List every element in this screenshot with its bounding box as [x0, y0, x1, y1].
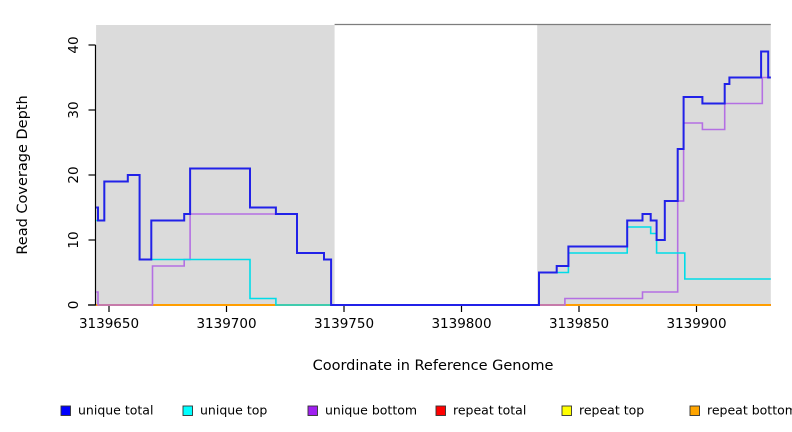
- legend-label-repeat-bottom: repeat bottom: [707, 403, 792, 418]
- x-tick-label: 3139750: [314, 316, 374, 332]
- x-tick-label: 3139650: [79, 316, 139, 332]
- y-tick-label: 40: [66, 36, 82, 53]
- legend-swatch-repeat-bottom: [689, 405, 700, 416]
- legend-swatch-unique-total: [60, 405, 71, 416]
- shaded-region-1: [96, 25, 335, 305]
- x-tick-label: 3139900: [666, 316, 726, 332]
- series-line-unique-total: [96, 50, 771, 306]
- x-tick-label: 3139700: [196, 316, 256, 332]
- legend-swatch-unique-bottom: [307, 405, 318, 416]
- y-tick-label: 10: [66, 231, 82, 248]
- y-tick-label: 20: [66, 166, 82, 183]
- y-tick-label: 0: [66, 301, 82, 310]
- legend-label-unique-bottom: unique bottom: [325, 403, 417, 418]
- legend-label-repeat-total: repeat total: [453, 403, 526, 418]
- legend-label-unique-total: unique total: [78, 403, 153, 418]
- legend-label-unique-top: unique top: [200, 403, 267, 418]
- legend-swatch-repeat-top: [561, 405, 572, 416]
- x-axis-label: Coordinate in Reference Genome: [313, 358, 554, 374]
- y-tick-label: 30: [66, 101, 82, 118]
- shaded-region-2: [537, 25, 771, 305]
- plot-background: [96, 23, 771, 305]
- chart-legend: unique total unique top unique bottom repea…: [60, 403, 792, 418]
- legend-item-repeat-bottom: repeat bottom: [689, 403, 792, 418]
- legend-item-unique-total: unique total: [60, 403, 153, 418]
- legend-item-unique-bottom: unique bottom: [307, 403, 417, 418]
- plot-series: [96, 50, 771, 306]
- legend-label-repeat-top: repeat top: [579, 403, 644, 418]
- legend-swatch-unique-top: [182, 405, 193, 416]
- plot-axes: 3139650 3139700 3139750 3139800 3139850 31399…: [66, 36, 771, 332]
- x-tick-label: 3139850: [549, 316, 609, 332]
- legend-item-repeat-total: repeat total: [435, 403, 526, 418]
- legend-swatch-repeat-total: [435, 405, 446, 416]
- y-axis-label: Read Coverage Depth: [15, 95, 31, 254]
- legend-item-unique-top: unique top: [182, 403, 267, 418]
- x-tick-label: 3139800: [431, 316, 491, 332]
- legend-item-repeat-top: repeat top: [561, 403, 644, 418]
